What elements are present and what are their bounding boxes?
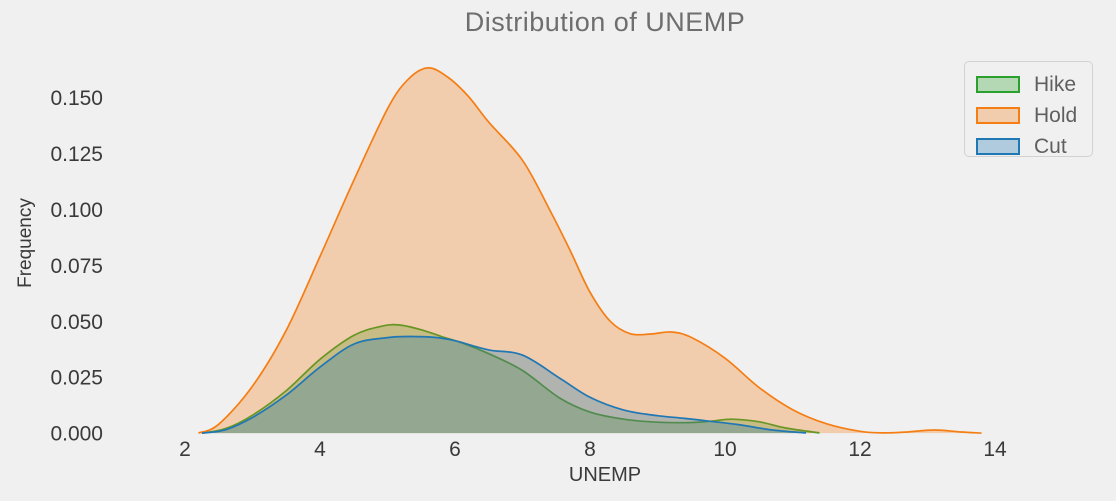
legend: Hike Hold Cut — [964, 61, 1093, 157]
kde-line-hold — [198, 67, 982, 434]
legend-item-hike: Hike — [976, 69, 1092, 100]
x-tick-label: 10 — [713, 438, 736, 461]
y-tick-label: 0.050 — [50, 311, 103, 334]
kde-area-cut — [201, 336, 806, 434]
kde-line-hike — [201, 323, 820, 434]
x-tick-label: 12 — [848, 438, 871, 461]
legend-swatch-hike — [976, 76, 1020, 93]
y-tick-label: 0.150 — [50, 87, 103, 110]
legend-swatch-cut — [976, 138, 1020, 155]
x-tick-label: 4 — [314, 438, 326, 461]
y-tick-label: 0.000 — [50, 423, 103, 446]
kde-line-cut — [201, 335, 807, 434]
legend-item-hold: Hold — [976, 100, 1092, 131]
chart-title: Distribution of UNEMP — [464, 7, 746, 37]
legend-item-cut: Cut — [976, 131, 1092, 162]
y-tick-label: 0.025 — [50, 367, 103, 390]
legend-label: Hold — [1034, 104, 1078, 127]
legend-label: Cut — [1034, 135, 1067, 158]
x-tick-label: 2 — [179, 438, 191, 461]
y-tick-label: 0.075 — [50, 255, 103, 278]
legend-label: Hike — [1034, 73, 1077, 96]
kde-area-hold — [198, 67, 982, 434]
y-tick-label: 0.100 — [50, 199, 103, 222]
x-tick-label: 6 — [449, 438, 461, 461]
x-axis-label: UNEMP — [568, 464, 642, 486]
kde-area-hike — [201, 324, 820, 434]
y-axis-label: Frequency — [15, 198, 36, 288]
x-tick-label: 8 — [584, 438, 596, 461]
legend-swatch-hold — [976, 107, 1020, 124]
x-tick-label: 14 — [983, 438, 1007, 461]
y-tick-label: 0.125 — [50, 143, 103, 166]
